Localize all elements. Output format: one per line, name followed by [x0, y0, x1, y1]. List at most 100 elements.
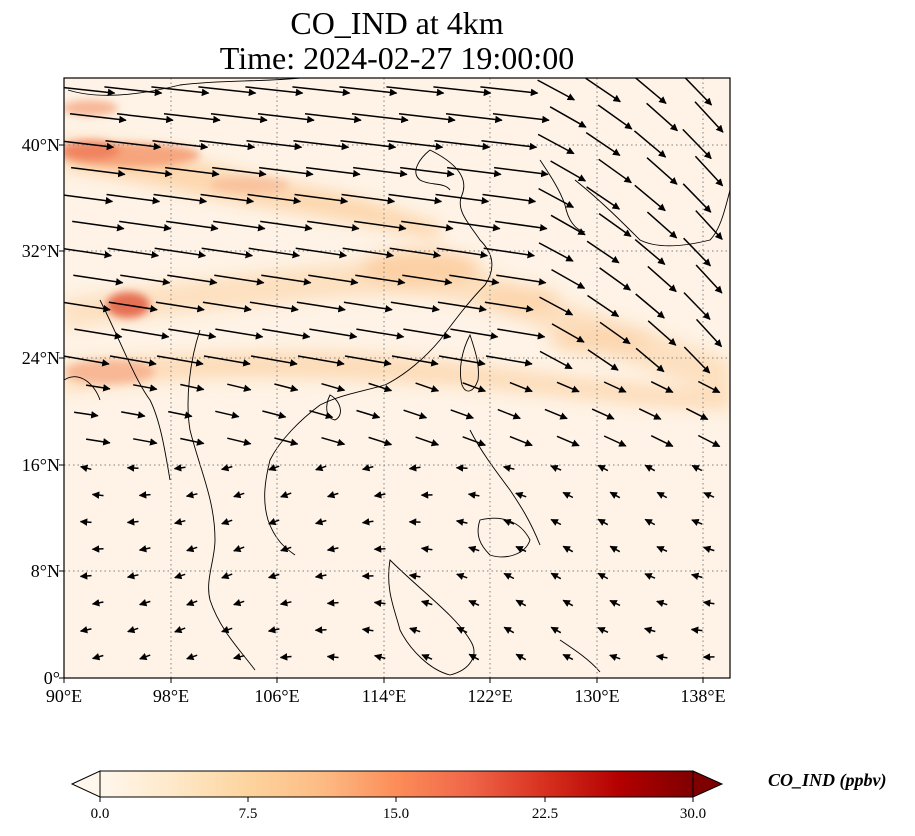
wind-arrow: [551, 323, 585, 343]
wind-arrow: [683, 237, 711, 267]
wind-arrow: [126, 464, 139, 472]
wind-arrow: [267, 572, 280, 580]
wind-arrow: [309, 409, 334, 420]
wind-arrow: [139, 653, 151, 661]
wind-arrow: [644, 464, 656, 472]
wind-arrow: [388, 193, 443, 205]
wind-arrow: [695, 264, 723, 294]
wind-arrow: [79, 464, 92, 472]
wind-arrow: [550, 214, 586, 236]
wind-arrow: [420, 545, 433, 553]
wind-arrow: [646, 157, 678, 185]
wind-arrow: [415, 436, 440, 447]
wind-arrow: [245, 86, 304, 97]
wind-arrow: [539, 296, 574, 316]
wind-arrow: [646, 211, 678, 239]
wind-arrow: [656, 491, 668, 499]
wind-arrow: [180, 437, 205, 446]
colorbar-ticks: [99, 797, 694, 802]
wind-arrow: [361, 626, 374, 634]
wind-arrow: [603, 381, 627, 393]
wind-arrow: [342, 247, 395, 259]
wind-arrow: [655, 653, 668, 661]
wind-arrow: [292, 86, 351, 97]
wind-arrow: [69, 113, 127, 124]
wind-arrow: [597, 627, 609, 634]
wind-arrow: [538, 242, 574, 262]
wind-arrow: [304, 113, 362, 124]
wind-arrow: [503, 572, 515, 580]
wind-arrow: [585, 131, 621, 157]
wind-arrow: [455, 518, 468, 526]
colorbar-tick-label: 0.0: [90, 806, 110, 822]
wind-arrow: [321, 382, 346, 393]
wind-arrow: [373, 599, 386, 607]
wind-arrow: [353, 166, 408, 178]
wind-arrow: [126, 572, 139, 580]
wind-arrow: [280, 491, 292, 499]
wind-arrow: [174, 572, 186, 580]
wind-arrow: [684, 78, 713, 106]
wind-arrow: [468, 653, 480, 661]
wind-arrow: [456, 626, 468, 634]
wind-arrow: [315, 464, 327, 472]
wind-arrow: [248, 247, 301, 259]
wind-arrow: [503, 626, 515, 634]
wind-arrow: [233, 545, 245, 553]
wind-arrow: [351, 113, 409, 124]
wind-arrow: [587, 294, 620, 318]
wind-arrow: [201, 247, 254, 259]
wind-arrow: [539, 350, 573, 370]
wind-arrow: [656, 599, 668, 607]
wind-arrow: [685, 407, 709, 421]
wind-arrow: [200, 193, 255, 205]
wind-arrow: [227, 383, 252, 392]
wind-arrow: [702, 545, 715, 553]
map-title-line2: Time: 2024-02-27 19:00:00: [219, 40, 575, 76]
wind-arrow: [220, 464, 233, 472]
wind-arrow: [515, 545, 527, 553]
wind-arrow: [650, 435, 674, 447]
wind-arrow: [202, 301, 252, 313]
wind-arrow: [296, 301, 346, 313]
wind-arrow: [403, 409, 428, 420]
wind-arrow: [447, 166, 502, 178]
wind-arrow: [638, 408, 662, 420]
wind-arrow: [682, 183, 712, 213]
wind-arrow: [294, 193, 349, 205]
wind-arrow: [268, 464, 280, 472]
wind-arrow: [138, 491, 151, 499]
lon-tick-label: 114°E: [361, 686, 407, 706]
wind-arrow: [634, 184, 666, 212]
wind-arrow: [702, 599, 715, 607]
wind-arrow: [537, 133, 575, 155]
lon-tick-label: 90°E: [45, 686, 83, 706]
wind-arrow: [79, 518, 92, 526]
wind-arrow: [644, 518, 656, 526]
wind-arrow: [646, 102, 678, 132]
wind-arrow: [402, 274, 453, 286]
wind-arrow: [246, 139, 303, 151]
lat-tick-label: 0°: [43, 668, 60, 688]
wind-arrow: [420, 599, 433, 607]
wind-arrow: [597, 104, 633, 130]
wind-arrow: [326, 599, 339, 607]
wind-arrow: [456, 572, 468, 580]
lat-tick-label: 16°N: [21, 455, 60, 475]
wind-arrow: [386, 86, 445, 97]
wind-arrow: [279, 653, 292, 661]
wind-arrow: [682, 128, 712, 160]
wind-arrow: [421, 654, 433, 661]
wind-arrow: [647, 320, 677, 346]
wind-arrow: [341, 193, 396, 205]
wind-arrow: [373, 653, 386, 661]
wind-arrow: [502, 464, 515, 472]
colorbar-gradient: [99, 770, 694, 798]
wind-vectors: [64, 78, 724, 661]
wind-arrow: [343, 301, 393, 313]
wind-arrow: [401, 220, 454, 232]
wind-arrow: [480, 86, 539, 97]
wind-arrow: [91, 491, 104, 499]
wind-arrow: [497, 328, 546, 340]
